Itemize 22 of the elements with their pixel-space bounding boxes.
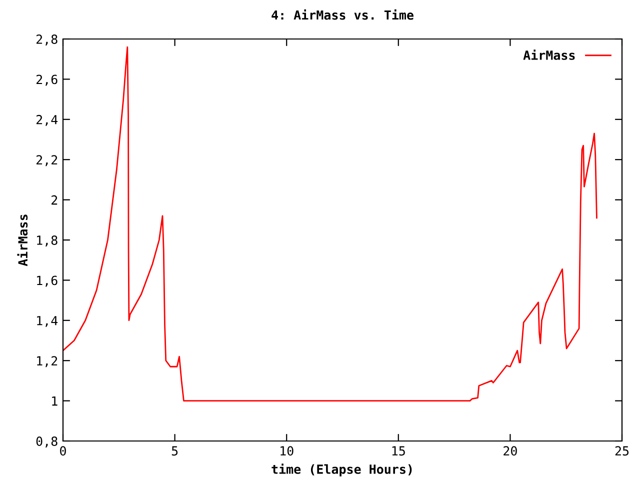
y-tick-label: 1,2 (37, 356, 58, 368)
y-tick-label: 0,8 (36, 436, 58, 448)
y-tick-label: 2,8 (36, 34, 58, 46)
x-tick-label: 10 (280, 446, 294, 456)
y-tick-label: 2,2 (36, 155, 58, 166)
y-tick-label: 2,4 (36, 114, 58, 126)
y-tick-label: 2 (52, 195, 58, 205)
x-tick-label: 25 (615, 446, 629, 456)
y-axis-title: AirMass (17, 214, 28, 266)
x-axis-title: time (Elapse Hours) (272, 464, 412, 476)
x-tick-label: 20 (504, 446, 517, 456)
line-series (63, 46, 598, 402)
legend-label: AirMass (523, 50, 575, 60)
x-tick-label: 15 (392, 446, 405, 456)
y-tick-label: 1,8 (37, 236, 58, 247)
y-tick-label: 1,4 (37, 316, 58, 327)
chart-title: 4: AirMass vs. Time (272, 9, 414, 20)
y-tick-label: 2,6 (36, 74, 58, 86)
y-tick-label: 1 (52, 396, 58, 406)
y-tick-label: 1,6 (37, 276, 58, 287)
x-tick-label: 0 (60, 446, 66, 456)
x-tick-label: 5 (172, 446, 178, 456)
